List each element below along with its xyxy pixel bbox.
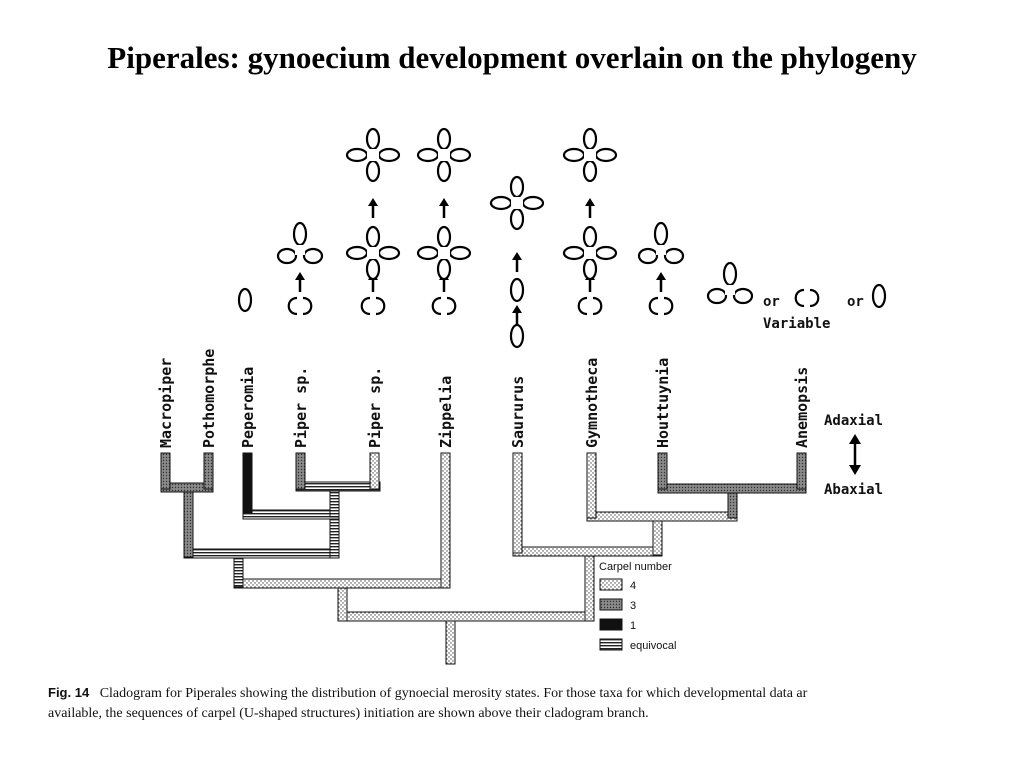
caption-line-1: Fig. 14 Cladogram for Piperales showing … xyxy=(48,683,998,704)
taxon-label-piper-2: Piper sp. xyxy=(366,367,384,448)
up-arrow-icon xyxy=(293,270,307,294)
adaxial-label: Adaxial xyxy=(824,413,883,429)
legend-swatch-4 xyxy=(599,578,623,591)
carpel-cross-icon xyxy=(489,175,545,231)
taxon-label-gymnotheca: Gymnotheca xyxy=(583,358,601,448)
legend-label-4: 4 xyxy=(630,580,636,592)
up-arrow-icon xyxy=(510,303,524,327)
carpel-pair-icon xyxy=(577,296,603,316)
carpel-pair-icon xyxy=(648,296,674,316)
carpel-pair-icon xyxy=(431,296,457,316)
legend-label-3: 3 xyxy=(630,600,636,612)
up-arrow-icon xyxy=(510,250,524,274)
legend-title: Carpel number xyxy=(599,561,672,573)
taxon-label-zippelia: Zippelia xyxy=(437,376,455,448)
up-arrow-icon xyxy=(583,196,597,220)
cladogram-branches xyxy=(160,452,807,665)
figure-caption: Fig. 14 Cladogram for Piperales showing … xyxy=(48,683,998,724)
carpel-pair-icon xyxy=(794,288,820,308)
up-arrow-icon xyxy=(654,270,668,294)
orientation-indicator: Adaxial Abaxial xyxy=(824,413,883,498)
carpel-pair-icon xyxy=(360,296,386,316)
taxon-label-piper-1: Piper sp. xyxy=(292,367,310,448)
taxon-label-anemopsis: Anemopsis xyxy=(793,367,811,448)
abaxial-label: Abaxial xyxy=(824,482,883,498)
carpel-single-icon xyxy=(871,283,887,309)
carpel-cross-icon xyxy=(562,127,618,183)
carpel-single-icon xyxy=(237,287,253,313)
figure-number: Fig. 14 xyxy=(48,685,90,700)
up-arrow-icon xyxy=(366,196,380,220)
variable-label: Variable xyxy=(763,316,830,332)
carpel-cross-icon xyxy=(345,225,401,281)
taxon-label-saururus: Saururus xyxy=(509,376,527,448)
taxon-label-peperomia: Peperomia xyxy=(239,367,257,448)
carpel-cross-icon xyxy=(416,127,472,183)
slide-title: Piperales: gynoecium development overlai… xyxy=(107,40,917,75)
or-label-2: or xyxy=(847,294,864,310)
carpel-number-legend: Carpel number 4 3 1 equivocal xyxy=(599,561,676,652)
carpel-cross-icon xyxy=(345,127,401,183)
carpel-tri-icon xyxy=(276,221,324,265)
caption-line-2: available, the sequences of carpel (U-sh… xyxy=(48,706,649,721)
carpel-sequences: or or Variable xyxy=(237,127,887,349)
carpel-cross-icon xyxy=(416,225,472,281)
legend-swatch-1 xyxy=(599,618,623,631)
carpel-tri-icon xyxy=(637,221,685,265)
carpel-single-icon xyxy=(509,323,525,349)
taxon-label-pothomorphe: Pothomorphe xyxy=(200,349,218,448)
taxon-label-macropiper: Macropiper xyxy=(157,358,175,448)
up-arrow-icon xyxy=(437,196,451,220)
legend-swatch-equivocal xyxy=(599,638,623,651)
carpel-tri-icon xyxy=(706,261,754,305)
legend-swatch-3 xyxy=(599,598,623,611)
carpel-cross-icon xyxy=(562,225,618,281)
legend-label-equivocal: equivocal xyxy=(630,640,676,652)
taxon-label-houttuynia: Houttuynia xyxy=(654,358,672,448)
taxon-labels: Macropiper Pothomorphe Peperomia Piper s… xyxy=(157,349,811,448)
double-arrow-icon xyxy=(849,434,861,475)
carpel-pair-icon xyxy=(287,296,313,316)
carpel-single-icon xyxy=(509,277,525,303)
caption-text-1: Cladogram for Piperales showing the dist… xyxy=(99,686,808,701)
or-label-1: or xyxy=(763,294,780,310)
legend-label-1: 1 xyxy=(630,620,636,632)
